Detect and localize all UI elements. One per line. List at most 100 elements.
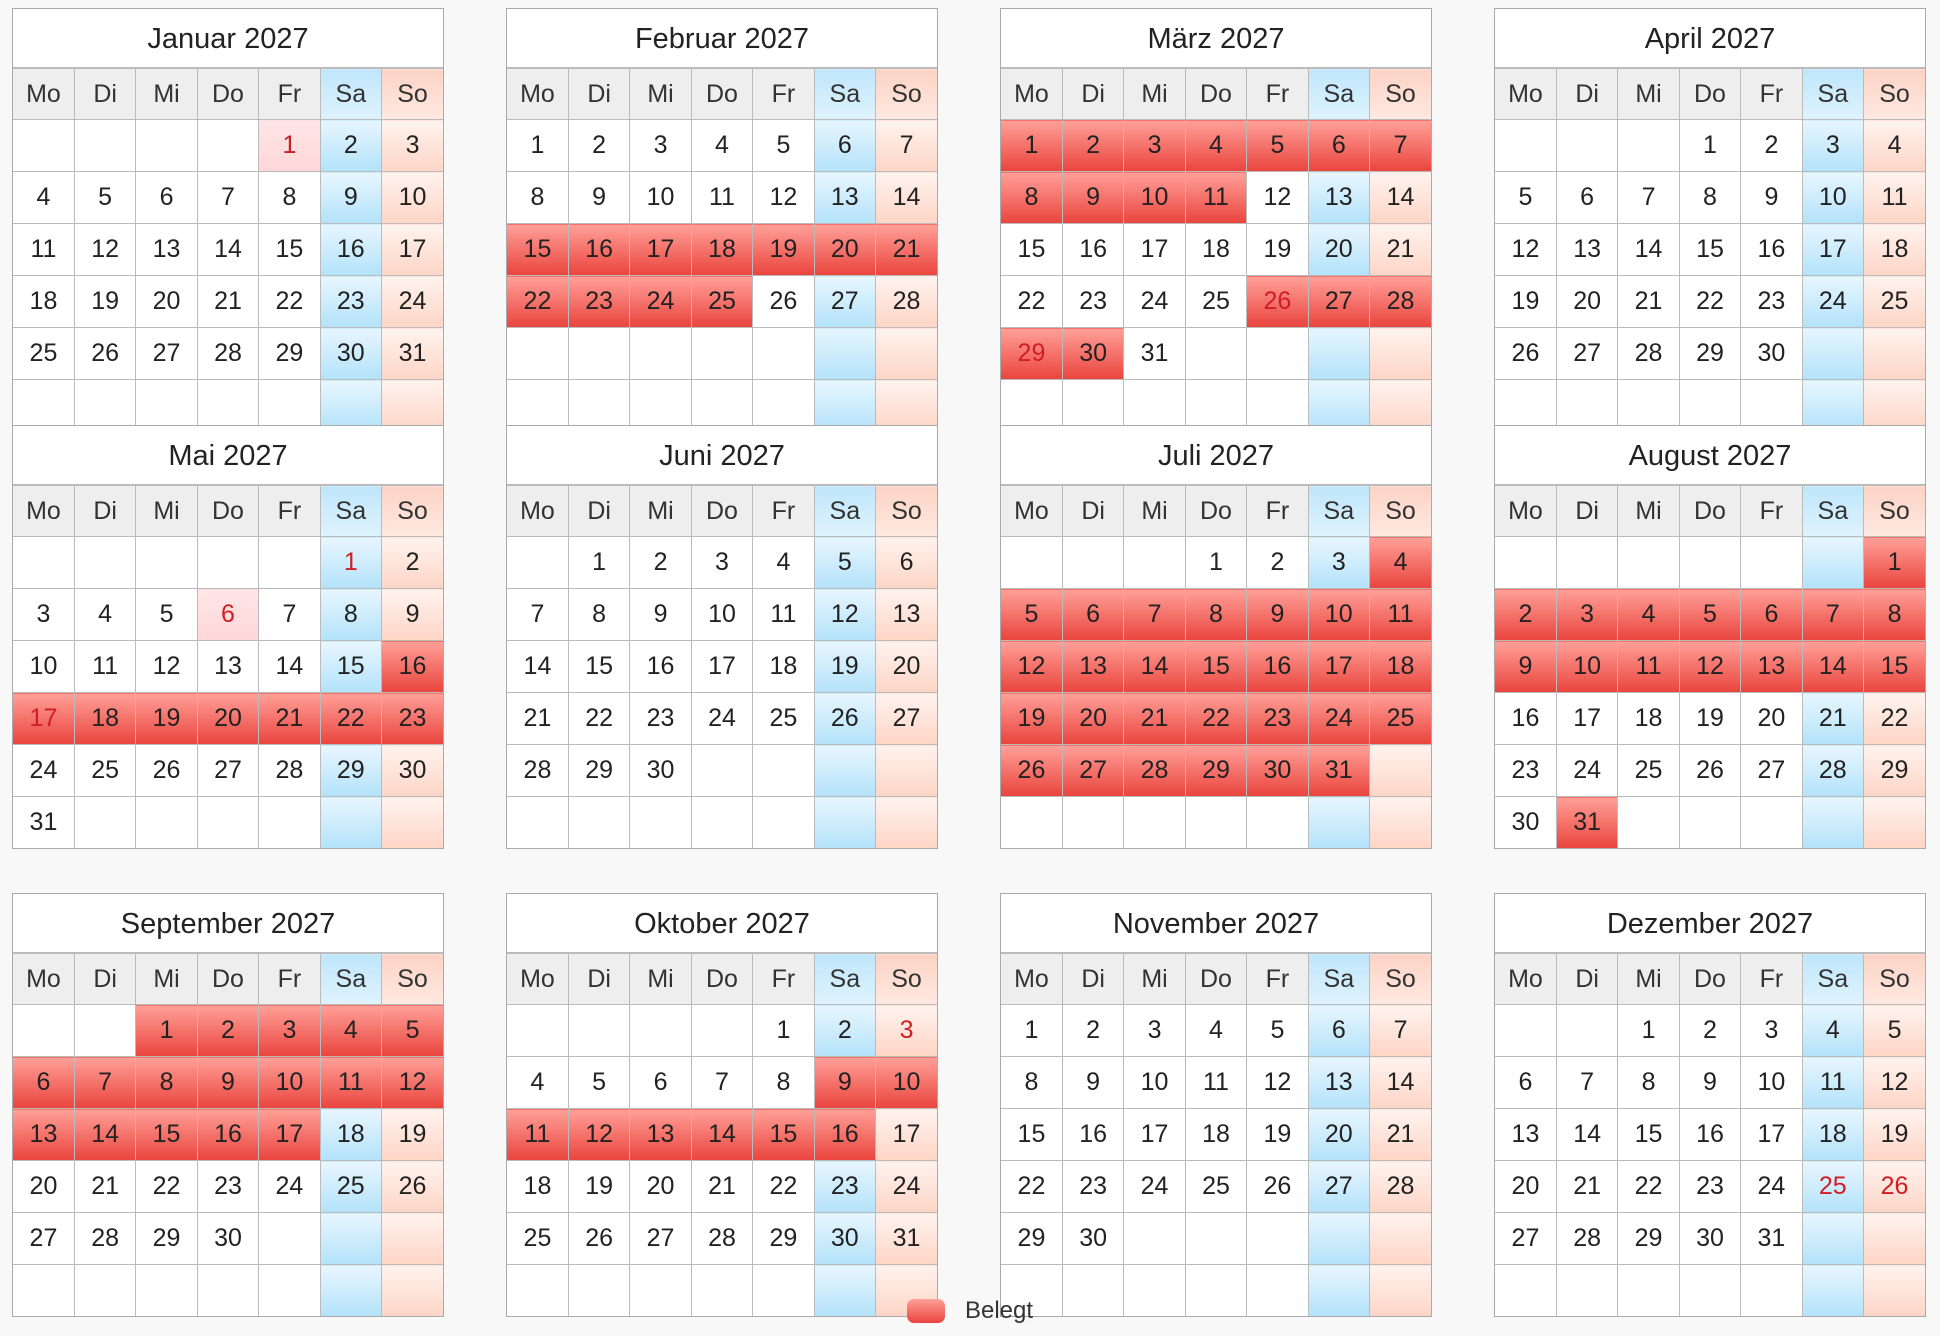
day-cell[interactable]: 25 (690, 275, 754, 328)
day-cell[interactable]: 21 (507, 692, 569, 745)
day-cell[interactable]: 27 (1307, 275, 1371, 328)
day-cell[interactable]: 7 (1369, 1004, 1431, 1057)
day-cell[interactable]: 9 (1740, 171, 1803, 224)
day-cell[interactable]: 30 (813, 1212, 877, 1265)
day-cell[interactable]: 10 (629, 171, 692, 224)
day-cell[interactable]: 24 (1123, 1160, 1186, 1213)
day-cell[interactable]: 11 (690, 171, 754, 224)
day-cell[interactable]: 25 (1801, 1160, 1865, 1213)
day-cell[interactable]: 1 (752, 1004, 815, 1057)
day-cell[interactable]: 4 (319, 1004, 383, 1057)
day-cell[interactable]: 8 (752, 1056, 815, 1109)
day-cell[interactable]: 10 (1555, 640, 1619, 693)
day-cell[interactable]: 18 (1863, 223, 1925, 276)
day-cell[interactable]: 20 (135, 275, 198, 328)
day-cell[interactable]: 28 (258, 744, 321, 797)
day-cell[interactable]: 28 (1369, 275, 1431, 328)
day-cell[interactable]: 1 (1617, 1004, 1680, 1057)
day-cell[interactable]: 14 (1801, 640, 1865, 693)
day-cell[interactable]: 12 (1678, 640, 1742, 693)
day-cell[interactable]: 28 (690, 1212, 754, 1265)
day-cell[interactable]: 18 (1369, 640, 1431, 693)
day-cell[interactable]: 27 (13, 1212, 75, 1265)
day-cell[interactable]: 21 (1617, 275, 1680, 328)
day-cell[interactable]: 27 (1740, 744, 1803, 797)
day-cell[interactable]: 9 (319, 171, 383, 224)
day-cell[interactable]: 20 (1307, 1108, 1371, 1161)
day-cell[interactable]: 17 (13, 692, 75, 745)
day-cell[interactable]: 30 (1061, 1212, 1125, 1265)
day-cell[interactable]: 5 (1001, 588, 1063, 641)
day-cell[interactable]: 20 (1307, 223, 1371, 276)
day-cell[interactable]: 4 (1617, 588, 1680, 641)
day-cell[interactable]: 6 (135, 171, 198, 224)
day-cell[interactable]: 4 (1184, 119, 1248, 172)
day-cell[interactable]: 24 (1740, 1160, 1803, 1213)
day-cell[interactable]: 22 (258, 275, 321, 328)
day-cell[interactable]: 2 (196, 1004, 260, 1057)
day-cell[interactable]: 7 (1617, 171, 1680, 224)
day-cell[interactable]: 27 (1061, 744, 1125, 797)
day-cell[interactable]: 1 (258, 119, 321, 172)
day-cell[interactable]: 20 (629, 1160, 692, 1213)
day-cell[interactable]: 13 (1740, 640, 1803, 693)
day-cell[interactable]: 18 (319, 1108, 383, 1161)
day-cell[interactable]: 30 (1678, 1212, 1742, 1265)
day-cell[interactable]: 21 (1369, 1108, 1431, 1161)
day-cell[interactable]: 11 (13, 223, 75, 276)
day-cell[interactable]: 8 (507, 171, 569, 224)
day-cell[interactable]: 1 (135, 1004, 198, 1057)
day-cell[interactable]: 18 (73, 692, 137, 745)
day-cell[interactable]: 9 (813, 1056, 877, 1109)
day-cell[interactable]: 1 (1001, 1004, 1063, 1057)
day-cell[interactable]: 2 (1740, 119, 1803, 172)
day-cell[interactable]: 26 (567, 1212, 631, 1265)
day-cell[interactable]: 10 (13, 640, 75, 693)
day-cell[interactable]: 20 (1061, 692, 1125, 745)
day-cell[interactable]: 17 (1123, 1108, 1186, 1161)
day-cell[interactable]: 25 (1184, 1160, 1248, 1213)
day-cell[interactable]: 11 (1184, 1056, 1248, 1109)
day-cell[interactable]: 5 (135, 588, 198, 641)
day-cell[interactable]: 23 (629, 692, 692, 745)
day-cell[interactable]: 15 (1617, 1108, 1680, 1161)
day-cell[interactable]: 15 (319, 640, 383, 693)
day-cell[interactable]: 20 (875, 640, 937, 693)
day-cell[interactable]: 15 (1001, 223, 1063, 276)
day-cell[interactable]: 27 (1495, 1212, 1557, 1265)
day-cell[interactable]: 23 (1678, 1160, 1742, 1213)
day-cell[interactable]: 6 (13, 1056, 75, 1109)
day-cell[interactable]: 4 (13, 171, 75, 224)
day-cell[interactable]: 25 (73, 744, 137, 797)
day-cell[interactable]: 24 (690, 692, 754, 745)
day-cell[interactable]: 19 (752, 223, 815, 276)
day-cell[interactable]: 6 (1555, 171, 1619, 224)
day-cell[interactable]: 9 (1246, 588, 1309, 641)
day-cell[interactable]: 23 (196, 1160, 260, 1213)
day-cell[interactable]: 23 (1495, 744, 1557, 797)
day-cell[interactable]: 31 (1740, 1212, 1803, 1265)
day-cell[interactable]: 9 (629, 588, 692, 641)
day-cell[interactable]: 26 (381, 1160, 443, 1213)
day-cell[interactable]: 3 (1740, 1004, 1803, 1057)
day-cell[interactable]: 16 (196, 1108, 260, 1161)
day-cell[interactable]: 6 (1307, 1004, 1371, 1057)
day-cell[interactable]: 15 (1001, 1108, 1063, 1161)
day-cell[interactable]: 21 (875, 223, 937, 276)
day-cell[interactable]: 10 (1307, 588, 1371, 641)
day-cell[interactable]: 9 (1061, 1056, 1125, 1109)
day-cell[interactable]: 8 (1863, 588, 1925, 641)
day-cell[interactable]: 27 (196, 744, 260, 797)
day-cell[interactable]: 5 (73, 171, 137, 224)
day-cell[interactable]: 12 (1001, 640, 1063, 693)
day-cell[interactable]: 1 (1001, 119, 1063, 172)
day-cell[interactable]: 22 (1001, 275, 1063, 328)
day-cell[interactable]: 28 (73, 1212, 137, 1265)
day-cell[interactable]: 13 (1307, 1056, 1371, 1109)
day-cell[interactable]: 7 (196, 171, 260, 224)
day-cell[interactable]: 14 (690, 1108, 754, 1161)
day-cell[interactable]: 3 (381, 119, 443, 172)
day-cell[interactable]: 11 (507, 1108, 569, 1161)
day-cell[interactable]: 3 (1555, 588, 1619, 641)
day-cell[interactable]: 15 (1863, 640, 1925, 693)
